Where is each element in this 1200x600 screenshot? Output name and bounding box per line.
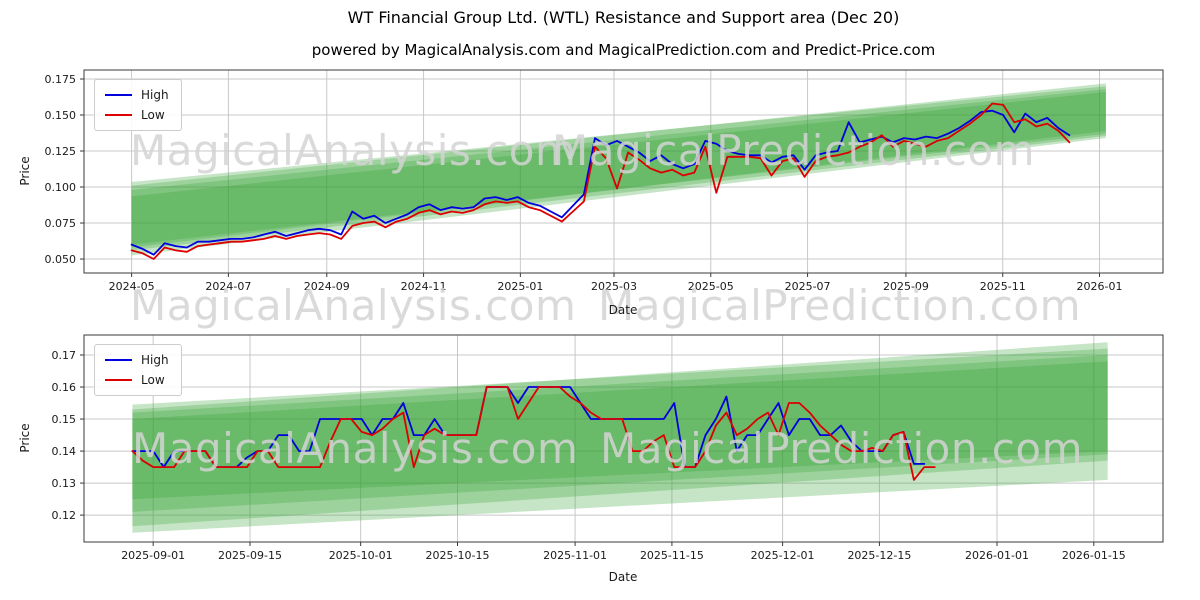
svg-text:0.075: 0.075 <box>45 217 77 230</box>
svg-text:2026-01-15: 2026-01-15 <box>1062 549 1126 562</box>
svg-text:0.12: 0.12 <box>52 509 77 522</box>
svg-text:2025-10-01: 2025-10-01 <box>329 549 393 562</box>
svg-text:2025-11-15: 2025-11-15 <box>640 549 704 562</box>
svg-text:0.150: 0.150 <box>45 109 77 122</box>
svg-text:2025-09-01: 2025-09-01 <box>121 549 185 562</box>
legend-label-low: Low <box>141 373 165 387</box>
svg-text:2026-01: 2026-01 <box>1077 280 1123 293</box>
legend-item-low: Low <box>105 105 169 125</box>
legend-label-high: High <box>141 88 169 102</box>
svg-text:2024-11: 2024-11 <box>401 280 447 293</box>
top-legend: High Low <box>94 79 182 131</box>
svg-text:2024-05: 2024-05 <box>109 280 155 293</box>
low-line-swatch <box>105 378 132 382</box>
svg-text:0.050: 0.050 <box>45 253 77 266</box>
svg-text:2025-05: 2025-05 <box>688 280 734 293</box>
svg-text:2025-07: 2025-07 <box>785 280 831 293</box>
high-line-swatch <box>105 358 132 362</box>
low-line-swatch <box>105 113 132 117</box>
bottom-chart-plot: 2025-09-01 2025-09-15 2025-10-01 2025-10-15… <box>52 334 1164 562</box>
svg-text:2025-12-01: 2025-12-01 <box>751 549 815 562</box>
top-x-axis-label: Date <box>608 303 638 317</box>
high-line-swatch <box>105 93 132 97</box>
svg-text:2025-11: 2025-11 <box>980 280 1026 293</box>
bottom-legend: High Low <box>94 344 182 396</box>
legend-label-high: High <box>141 353 169 367</box>
svg-text:0.125: 0.125 <box>45 145 77 158</box>
svg-text:0.100: 0.100 <box>45 181 77 194</box>
svg-text:0.17: 0.17 <box>52 349 77 362</box>
figure-subtitle: powered by MagicalAnalysis.com and Magic… <box>311 41 936 59</box>
svg-text:0.175: 0.175 <box>45 73 77 86</box>
svg-text:2024-09: 2024-09 <box>304 280 350 293</box>
svg-text:2025-01: 2025-01 <box>497 280 543 293</box>
svg-text:0.14: 0.14 <box>52 445 77 458</box>
top-chart-canvas: 2024-05 2024-07 2024-09 2024-11 2025-01 2025-… <box>45 69 1164 293</box>
svg-text:2025-12-15: 2025-12-15 <box>847 549 911 562</box>
bottom-y-axis-label: Price <box>18 423 32 453</box>
legend-label-low: Low <box>141 108 165 122</box>
svg-text:0.15: 0.15 <box>52 413 77 426</box>
svg-text:2025-03: 2025-03 <box>591 280 637 293</box>
top-y-axis-label: Price <box>18 156 32 186</box>
svg-text:2024-07: 2024-07 <box>205 280 251 293</box>
bottom-x-axis-label: Date <box>608 570 638 584</box>
legend-item-high: High <box>105 85 169 105</box>
legend-item-low: Low <box>105 370 169 390</box>
legend-item-high: High <box>105 350 169 370</box>
svg-text:2026-01-01: 2026-01-01 <box>965 549 1029 562</box>
svg-text:2025-09: 2025-09 <box>883 280 929 293</box>
svg-text:2025-09-15: 2025-09-15 <box>218 549 282 562</box>
svg-text:0.13: 0.13 <box>52 477 77 490</box>
bottom-chart-canvas: 2025-09-01 2025-09-15 2025-10-01 2025-10-15… <box>52 334 1164 562</box>
top-chart-plot: 2024-05 2024-07 2024-09 2024-11 2025-01 2025-… <box>45 69 1164 293</box>
svg-text:2025-10-15: 2025-10-15 <box>426 549 490 562</box>
svg-text:2025-11-01: 2025-11-01 <box>543 549 607 562</box>
svg-text:0.16: 0.16 <box>52 381 77 394</box>
figure-title: WT Financial Group Ltd. (WTL) Resistance… <box>347 8 900 27</box>
